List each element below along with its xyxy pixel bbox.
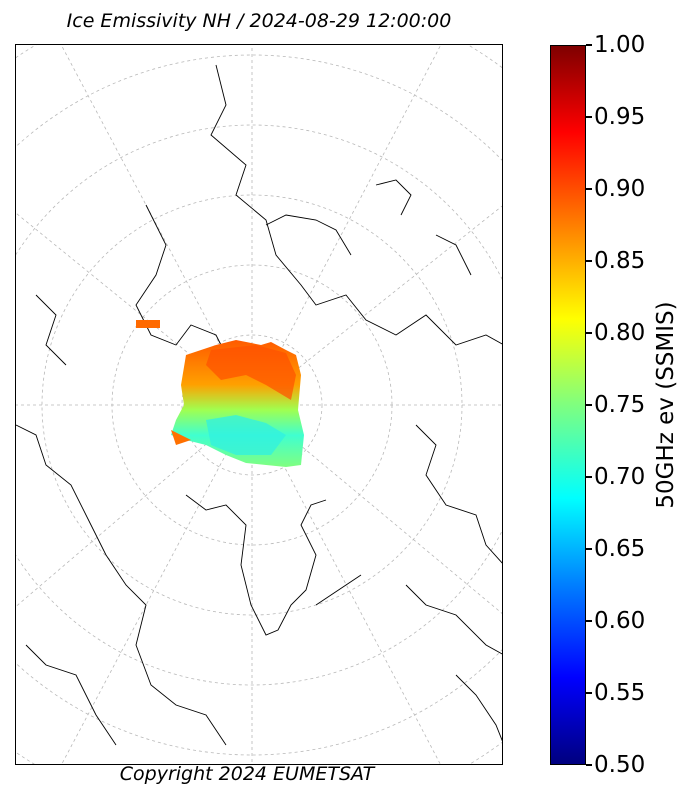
colorbar-tick (586, 116, 592, 118)
coastline-arctic-islands (265, 214, 352, 256)
colorbar-tick-label: 0.80 (594, 320, 646, 346)
colorbar-tick-label: 0.75 (594, 392, 646, 418)
ice-patch-small (136, 320, 160, 328)
coastline-island (375, 179, 412, 216)
meridian (61, 404, 253, 764)
map-title: Ice Emissivity NH / 2024-08-29 12:00:00 (66, 10, 452, 32)
coastline-island (315, 574, 362, 606)
colorbar-tick-label: 0.65 (594, 536, 646, 562)
coastline-southeast-2 (455, 674, 502, 742)
colorbar-tick-label: 0.70 (594, 464, 646, 490)
map-panel (15, 44, 503, 765)
lat-circle (16, 124, 502, 686)
meridian (60, 45, 253, 406)
colorbar-tick (586, 260, 592, 262)
colorbar-tick-label: 0.50 (594, 752, 646, 778)
colorbar-tick (586, 476, 592, 478)
colorbar-tick (586, 404, 592, 406)
coastline-east (415, 424, 502, 564)
copyright-text: Copyright 2024 EUMETSAT (119, 763, 375, 785)
colorbar-tick-label: 0.60 (594, 608, 646, 634)
coastline-northwest (35, 294, 67, 366)
colorbar-tick-label: 0.95 (594, 104, 646, 130)
colorbar-tick (586, 548, 592, 550)
coastline-south-landmass (185, 494, 327, 636)
colorbar-tick-label: 0.90 (594, 176, 646, 202)
colorbar (550, 45, 586, 765)
colorbar-tick (586, 44, 592, 46)
coastline-hudson (135, 204, 227, 356)
lat-circle (181, 334, 323, 476)
meridian (16, 212, 253, 406)
colorbar-tick (586, 332, 592, 334)
colorbar-tick-label: 0.55 (594, 680, 646, 706)
coastline-southwest (25, 644, 117, 746)
colorbar-tick (586, 188, 592, 190)
sea-ice-high-region (206, 345, 296, 400)
sea-ice-low-region (206, 415, 286, 455)
colorbar-tick (586, 764, 592, 766)
colorbar-tick (586, 692, 592, 694)
colorbar-tick-label: 1.00 (594, 32, 646, 58)
coastlines (16, 64, 502, 746)
meridian (251, 404, 441, 764)
colorbar-tick-label: 0.85 (594, 248, 646, 274)
meridian (251, 45, 442, 406)
coastline-north (210, 64, 502, 346)
coastline-southeast (405, 584, 502, 655)
colorbar-tick (586, 620, 592, 622)
polar-map (16, 45, 502, 764)
coastline-island (435, 234, 472, 276)
ice-edge-patch (171, 430, 191, 445)
coastline-west (16, 424, 227, 746)
colorbar-label: 50GHz ev (SSMIS) (653, 301, 679, 509)
